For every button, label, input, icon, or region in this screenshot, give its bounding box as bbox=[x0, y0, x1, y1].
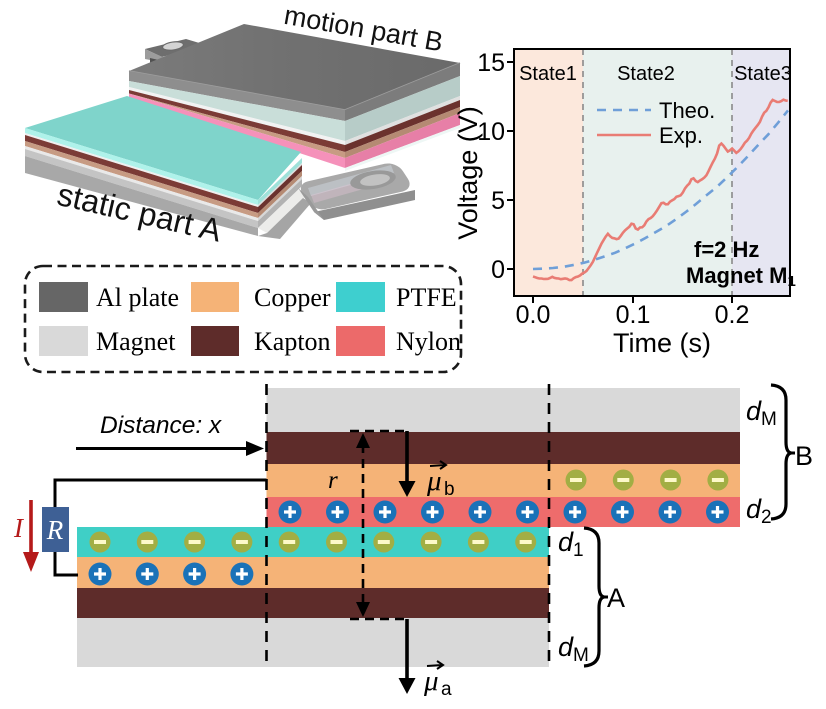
svg-text:μ: μ bbox=[426, 465, 442, 497]
svg-text:Copper: Copper bbox=[254, 283, 331, 312]
svg-text:State2: State2 bbox=[617, 63, 675, 85]
svg-text:Theo.: Theo. bbox=[659, 98, 715, 123]
svg-text:State1: State1 bbox=[519, 63, 577, 85]
svg-text:a: a bbox=[441, 679, 452, 700]
svg-text:B: B bbox=[795, 441, 813, 471]
svg-text:0.0: 0.0 bbox=[516, 301, 551, 329]
svg-text:A: A bbox=[607, 583, 625, 613]
svg-text:Voltage (V): Voltage (V) bbox=[453, 106, 483, 240]
svg-text:0.1: 0.1 bbox=[616, 301, 651, 329]
svg-text:r: r bbox=[328, 467, 338, 494]
svg-text:Distance: x: Distance: x bbox=[100, 412, 222, 439]
svg-text:0.2: 0.2 bbox=[715, 301, 750, 329]
svg-text:Al plate: Al plate bbox=[96, 283, 179, 312]
svg-text:Kapton: Kapton bbox=[254, 327, 331, 356]
svg-text:Magnet M1: Magnet M1 bbox=[686, 263, 796, 290]
svg-text:Magnet: Magnet bbox=[96, 327, 176, 356]
svg-text:PTFE: PTFE bbox=[396, 283, 457, 312]
svg-text:10: 10 bbox=[477, 118, 505, 146]
svg-text:I: I bbox=[13, 513, 25, 543]
svg-text:15: 15 bbox=[477, 49, 505, 77]
svg-text:μ: μ bbox=[423, 665, 439, 697]
svg-text:0: 0 bbox=[491, 256, 505, 284]
svg-text:f=2 Hz: f=2 Hz bbox=[694, 237, 759, 262]
svg-text:State3: State3 bbox=[734, 63, 792, 85]
svg-text:5: 5 bbox=[491, 187, 505, 215]
svg-text:b: b bbox=[444, 479, 455, 500]
svg-text:R: R bbox=[46, 515, 64, 545]
svg-text:Exp.: Exp. bbox=[659, 123, 703, 148]
svg-text:Nylon: Nylon bbox=[396, 327, 461, 356]
svg-text:Time (s): Time (s) bbox=[613, 328, 711, 358]
